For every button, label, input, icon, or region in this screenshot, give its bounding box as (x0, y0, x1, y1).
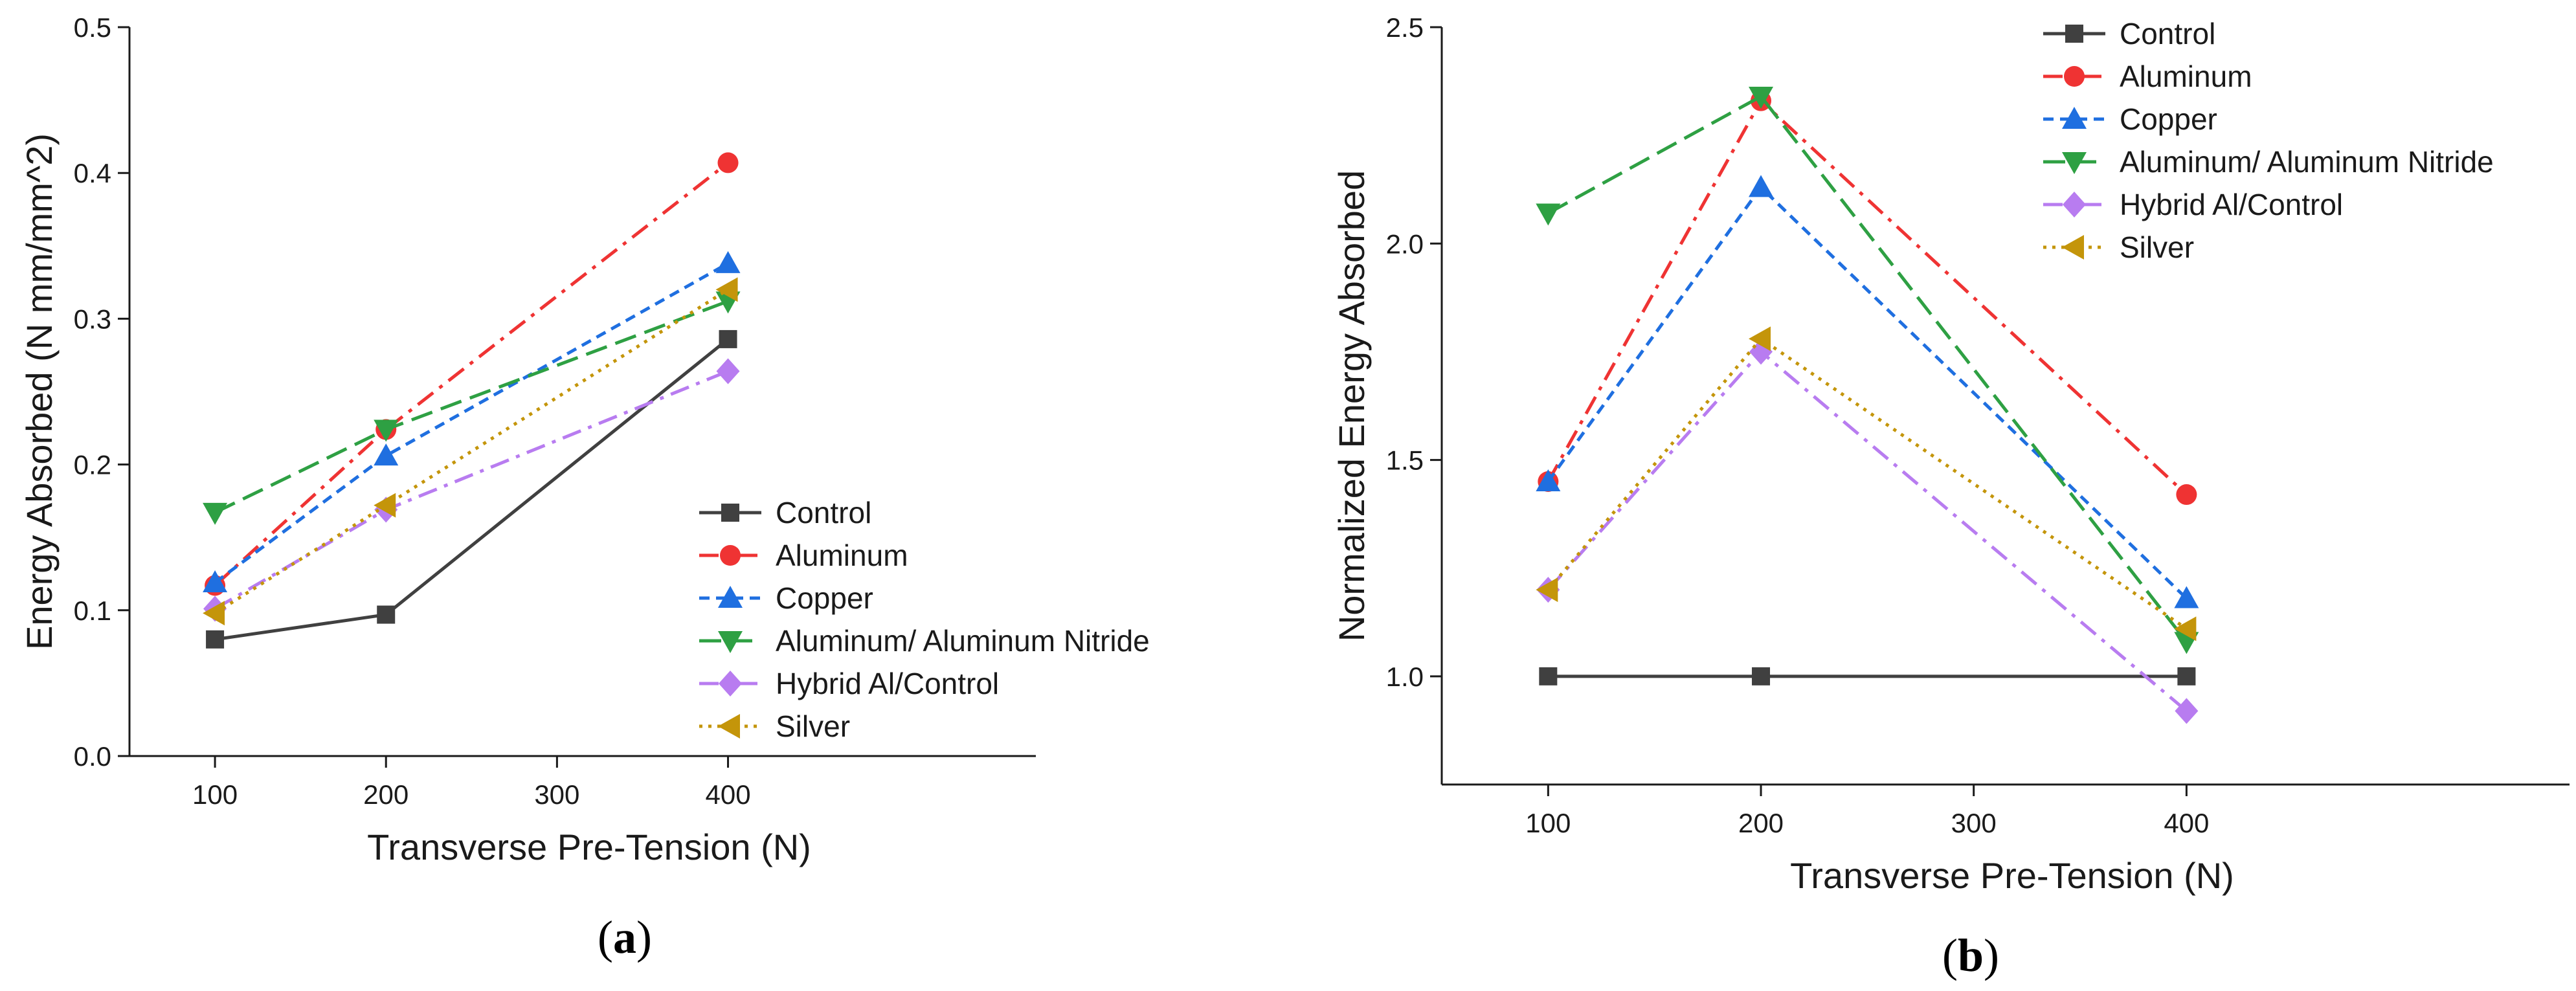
legend-marker (720, 545, 741, 566)
panel-b-chart: 100 200 300 400 1.0 1.5 2.0 2.5 Transverse Pre-T… (1331, 12, 2570, 981)
data-point (1749, 175, 1774, 197)
x-tick-label: 400 (705, 779, 750, 810)
legend-label: Hybrid Al/Control (776, 667, 999, 700)
data-point (1536, 577, 1558, 603)
legend-label: Copper (2120, 102, 2217, 136)
series-line (1547, 337, 2188, 630)
data-point (1752, 667, 1771, 685)
series-line (214, 337, 730, 641)
x-tick-label: 300 (534, 779, 579, 810)
data-point (2174, 586, 2199, 608)
data-point (1536, 203, 1561, 226)
y-tick-label: 0.3 (74, 304, 111, 334)
series-line (214, 288, 729, 615)
y-tick-label: 0.2 (74, 450, 111, 480)
panel-a-chart: 100 200 300 400 0.0 0.1 0.2 0.3 0.4 0.5 Transverse… (19, 12, 1150, 963)
legend-label: Aluminum/ Aluminum Nitride (2120, 145, 2494, 179)
y-axis-title: Energy Absorbed (N mm/mm^2) (19, 133, 60, 650)
legend-marker (718, 586, 743, 608)
legend-label: Silver (776, 709, 850, 743)
data-point (717, 152, 739, 173)
legend-marker (719, 671, 742, 696)
x-tick-label: 300 (1951, 808, 1997, 838)
x-axis-title: Transverse Pre-Tension (N) (367, 827, 811, 867)
legend-marker (721, 504, 739, 522)
x-tick-label: 200 (1738, 808, 1784, 838)
legend-marker (2065, 25, 2083, 43)
x-tick-label: 200 (363, 779, 409, 810)
legend-label: Silver (2120, 230, 2194, 264)
data-point (374, 419, 399, 442)
data-point (715, 251, 741, 273)
data-point (203, 601, 225, 626)
panel-label: (a) (598, 911, 652, 963)
y-tick-label: 0.5 (74, 12, 111, 43)
y-tick-label: 0.4 (74, 158, 111, 188)
data-point (1749, 86, 1774, 109)
legend-label: Hybrid Al/Control (2120, 188, 2343, 221)
x-tick-label: 100 (1525, 808, 1571, 838)
data-point (2176, 484, 2197, 506)
data-point (374, 493, 396, 518)
data-point (719, 329, 737, 348)
x-axis-title: Transverse Pre-Tension (N) (1790, 855, 2234, 896)
x-tick-label: 400 (2164, 808, 2209, 838)
legend-marker (2064, 66, 2085, 87)
panel-label: (b) (1942, 930, 1999, 981)
legend-marker (2062, 235, 2084, 260)
data-point (1749, 326, 1771, 351)
data-point (203, 570, 228, 593)
legend-marker (718, 631, 743, 653)
data-point (2177, 667, 2196, 685)
y-tick-label: 2.0 (1386, 228, 1424, 259)
data-point (2175, 698, 2199, 724)
legend-marker (2062, 107, 2087, 129)
y-tick-label: 1.0 (1386, 662, 1424, 692)
data-point (2174, 616, 2197, 641)
data-point (716, 358, 740, 384)
legend-label: Copper (776, 581, 873, 615)
legend-label: Control (2120, 17, 2215, 50)
series-line (1547, 94, 2188, 643)
data-point (374, 443, 399, 466)
y-axis-title: Normalized Energy Absorbed (1331, 170, 1372, 641)
data-point (1539, 667, 1558, 685)
data-point (206, 630, 225, 649)
data-point (1536, 469, 1561, 491)
legend-label: Aluminum/ Aluminum Nitride (776, 624, 1150, 658)
data-point (715, 277, 738, 302)
y-tick-label: 2.5 (1386, 12, 1424, 43)
series-line (1547, 184, 2188, 600)
y-tick-label: 1.5 (1386, 445, 1424, 476)
x-tick-label: 100 (192, 779, 238, 810)
series-line (214, 262, 729, 585)
legend-marker (2062, 152, 2087, 174)
data-point (203, 502, 228, 525)
data-point (377, 605, 396, 624)
series-line (214, 161, 730, 587)
legend-label: Aluminum (776, 539, 908, 572)
y-tick-label: 0.0 (74, 741, 111, 772)
legend-label: Aluminum (2120, 60, 2252, 93)
legend-label: Control (776, 496, 871, 529)
legend-marker (2063, 192, 2086, 217)
legend-marker (718, 714, 740, 739)
y-tick-label: 0.1 (74, 596, 111, 626)
